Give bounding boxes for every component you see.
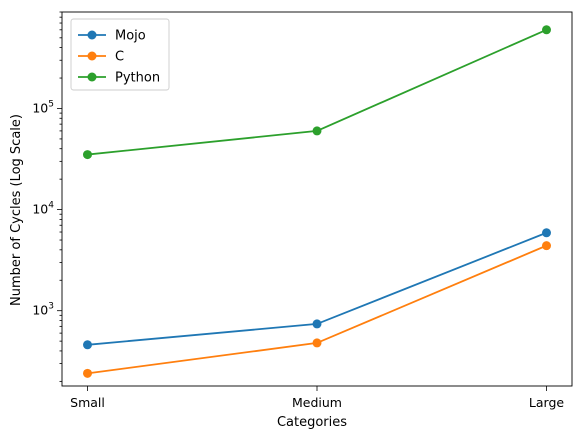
x-tick-label: Small — [70, 395, 105, 410]
data-point — [542, 25, 551, 35]
series-layer — [61, 11, 573, 387]
legend: Mojo C Python — [70, 18, 170, 91]
legend-item-mojo: Mojo — [78, 29, 146, 44]
legend-item-python: Python — [78, 71, 160, 86]
series-mojo — [83, 228, 551, 350]
series-c — [83, 241, 551, 378]
legend-marker — [87, 72, 97, 82]
legend-marker — [87, 51, 97, 61]
x-tick-label: Large — [529, 395, 564, 410]
data-point — [312, 338, 322, 348]
data-point — [542, 241, 551, 251]
y-tick-label: 104 — [32, 201, 54, 217]
y-tick-label: 103 — [32, 302, 54, 318]
legend-label: Python — [115, 71, 160, 86]
y-tick-label: 105 — [32, 99, 54, 115]
data-point — [83, 340, 92, 350]
y-axis-label: Number of Cycles (Log Scale) — [9, 114, 24, 306]
legend-item-c: C — [78, 50, 124, 65]
data-point — [312, 319, 322, 329]
series-python — [83, 25, 551, 160]
x-axis-ticks: Small Medium Large — [70, 386, 564, 410]
data-point — [312, 126, 322, 136]
data-point — [83, 368, 92, 378]
x-axis-label: Categories — [277, 415, 347, 430]
data-point — [542, 228, 551, 238]
y-axis-ticks: 103 104 105 — [32, 11, 62, 382]
legend-label: Mojo — [115, 29, 146, 44]
legend-marker — [87, 30, 97, 40]
x-tick-label: Medium — [292, 395, 342, 410]
legend-label: C — [115, 50, 124, 65]
data-point — [83, 150, 92, 160]
